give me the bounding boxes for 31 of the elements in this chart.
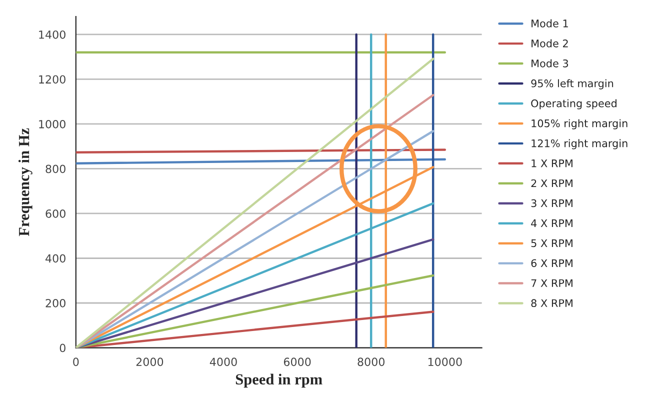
- y-tick-label: 1000: [39, 120, 66, 128]
- y-axis-title: Frequency in Hz: [18, 128, 32, 236]
- x-axis-title: Speed in rpm: [236, 374, 322, 388]
- legend-label: 4 X RPM: [531, 219, 572, 227]
- legend-label: Mode 3: [532, 59, 568, 68]
- legend-label: 7 X RPM: [531, 279, 572, 287]
- legend-label: 3 X RPM: [531, 199, 572, 208]
- legend-label: Mode 1: [532, 19, 568, 28]
- legend-label: Operating speed: [531, 99, 616, 110]
- legend-label: 5 X RPM: [531, 239, 572, 248]
- y-tick-label: 600: [46, 209, 66, 218]
- x-tick-label: 0: [73, 358, 79, 366]
- y-tick-label: 1400: [39, 30, 66, 39]
- y-tick-label: 200: [46, 298, 66, 308]
- legend-label: 2 X RPM: [531, 179, 572, 188]
- legend-label: 105% right margin: [532, 119, 628, 130]
- x-tick-label: 10000: [428, 358, 462, 366]
- y-tick-label: 1200: [39, 75, 66, 84]
- legend-label: 95% left margin: [531, 79, 614, 90]
- y-tick-label: 400: [46, 254, 66, 263]
- legend-label: 121% right margin: [532, 139, 628, 150]
- x-tick-label: 6000: [284, 358, 311, 366]
- x-tick-label: 8000: [358, 358, 384, 366]
- legend-label: 1 X RPM: [532, 159, 572, 168]
- y-tick-label: 0: [60, 344, 66, 352]
- legend-label: 8 X RPM: [531, 299, 572, 308]
- x-tick-label: 2000: [136, 358, 164, 366]
- legend-label: Mode 2: [532, 39, 568, 48]
- y-tick-label: 800: [46, 164, 66, 174]
- x-tick-label: 4000: [210, 358, 237, 366]
- legend-label: 6 X RPM: [531, 259, 572, 268]
